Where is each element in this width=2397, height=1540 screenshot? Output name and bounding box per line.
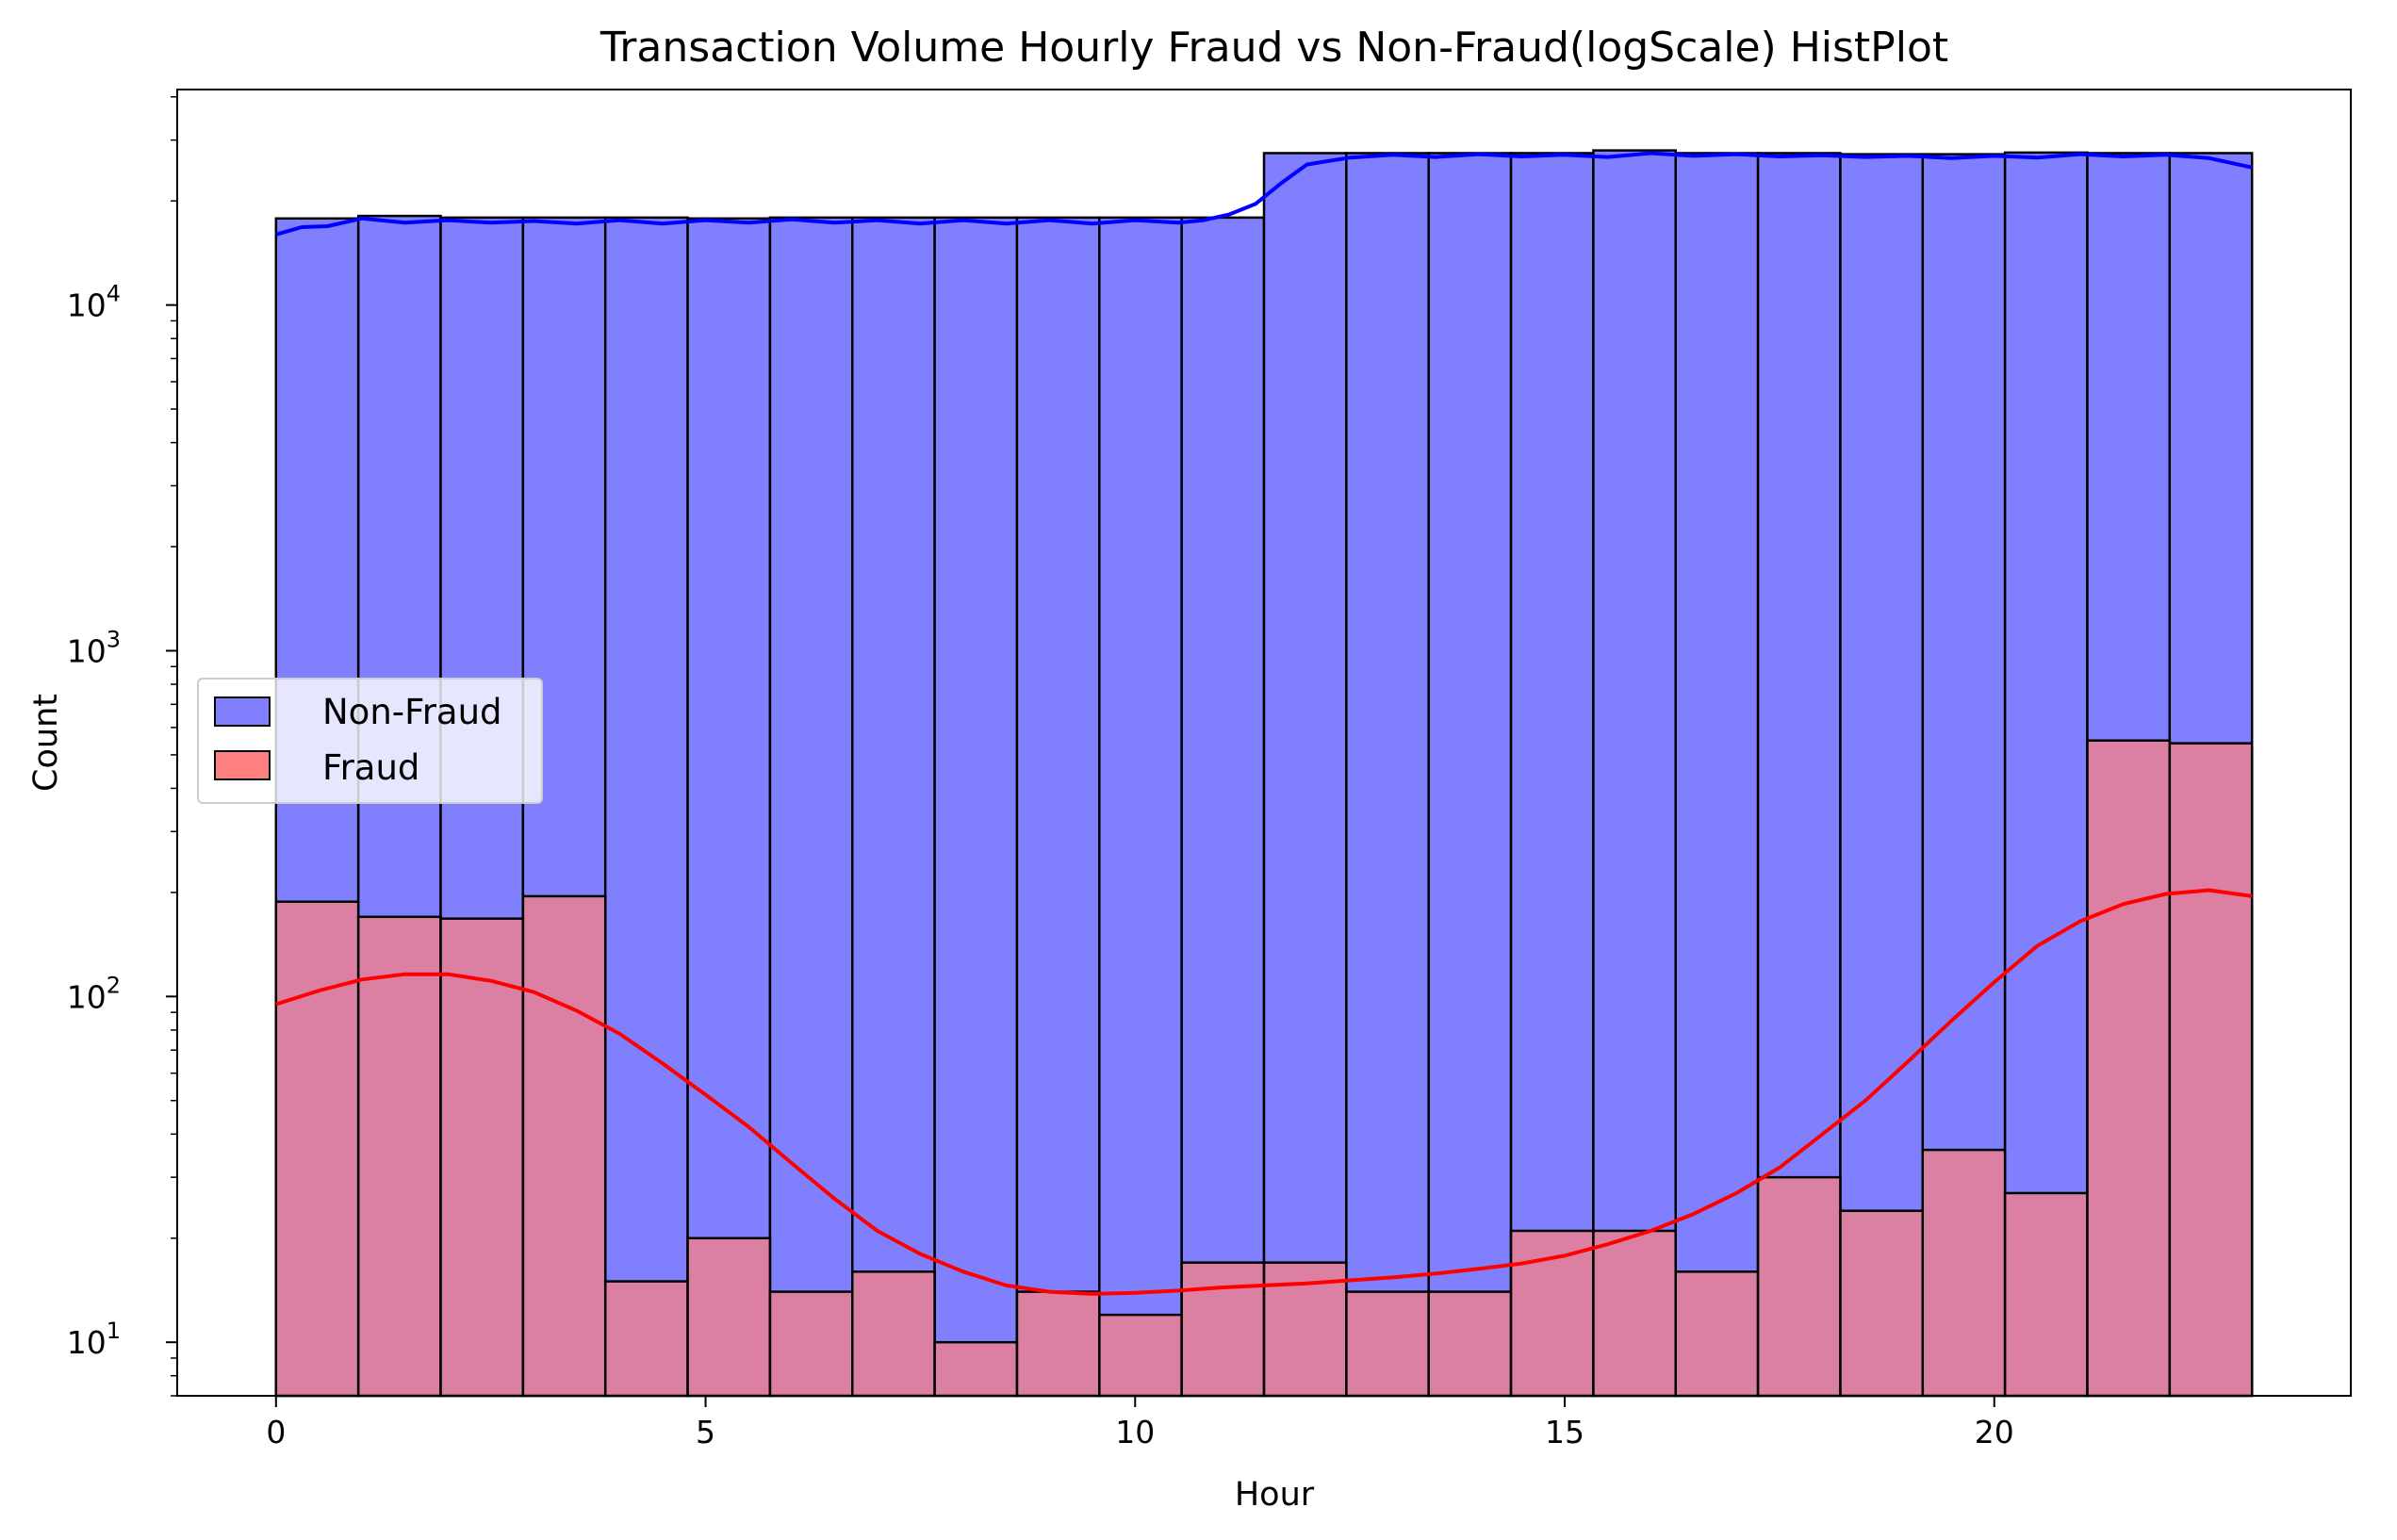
- fraud-bar-15: [1509, 1229, 1595, 1398]
- fraud-bar-2: [439, 917, 525, 1398]
- fraud-bar-20: [1921, 1148, 2007, 1398]
- fraud-bars: [274, 739, 2254, 1398]
- fraud-bar-1: [356, 915, 442, 1398]
- fraud-bar-8: [933, 1340, 1019, 1398]
- fraud-bar-4: [603, 1280, 689, 1398]
- x-tick-label: 0: [266, 1414, 286, 1450]
- non-fraud-bar-14: [1427, 152, 1513, 1398]
- fraud-kde-line: [275, 888, 2253, 1296]
- fraud-bar-11: [1180, 1261, 1266, 1398]
- fraud-bar-0: [274, 900, 360, 1398]
- axes-frame: [176, 89, 2352, 1397]
- fraud-bar-3: [521, 894, 607, 1398]
- fraud-bar-18: [1756, 1175, 1842, 1398]
- y-tick-label: 102: [67, 972, 121, 1015]
- x-tick-label: 20: [1975, 1414, 2014, 1450]
- non-fraud-bar-7: [851, 216, 936, 1398]
- fraud-bar-22: [2086, 739, 2172, 1398]
- x-tick-label: 5: [696, 1414, 715, 1450]
- non-fraud-bar-21: [2003, 151, 2089, 1398]
- fraud-bar-9: [1015, 1290, 1101, 1398]
- non-fraud-bar-8: [933, 216, 1019, 1398]
- y-tick-label: 104: [67, 281, 121, 324]
- non-fraud-bar-6: [768, 216, 854, 1398]
- y-axis-label: Count: [27, 694, 65, 792]
- fraud-bar-5: [686, 1237, 772, 1398]
- fraud-bar-10: [1098, 1313, 1183, 1398]
- fraud-bar-13: [1345, 1290, 1430, 1398]
- legend-label-non-fraud: Non-Fraud: [322, 692, 502, 732]
- fraud-bar-19: [1839, 1209, 1925, 1398]
- legend-label-fraud: Fraud: [322, 747, 419, 788]
- non-fraud-bar-16: [1592, 149, 1677, 1398]
- non-fraud-bar-17: [1674, 152, 1760, 1398]
- non-fraud-bar-15: [1509, 152, 1595, 1398]
- fraud-bar-17: [1674, 1270, 1760, 1398]
- non-fraud-bar-13: [1345, 152, 1430, 1398]
- non-fraud-bar-11: [1180, 216, 1266, 1398]
- non-fraud-bar-10: [1098, 216, 1183, 1398]
- x-axis: 0 5 10 15 20: [266, 1396, 2014, 1450]
- x-tick-label: 10: [1115, 1414, 1155, 1450]
- chart-title: Transaction Volume Hourly Fraud vs Non-F…: [599, 24, 1948, 72]
- x-axis-label: Hour: [1235, 1476, 1315, 1514]
- fraud-bar-7: [851, 1270, 936, 1398]
- non-fraud-bar-5: [686, 217, 772, 1398]
- legend-swatch-fraud: [214, 750, 271, 780]
- legend-swatch-non-fraud: [214, 696, 271, 727]
- legend-box: [197, 678, 543, 804]
- non-fraud-bar-19: [1839, 153, 1925, 1398]
- plot-area: [274, 149, 2254, 1398]
- fraud-bar-23: [2168, 742, 2254, 1398]
- kde-lines: [275, 151, 2253, 1296]
- non-fraud-kde-line: [275, 151, 2253, 237]
- non-fraud-bar-4: [603, 216, 689, 1398]
- x-tick-label: 15: [1545, 1414, 1584, 1450]
- non-fraud-bar-12: [1262, 152, 1348, 1398]
- fraud-bar-14: [1427, 1290, 1513, 1398]
- non-fraud-bar-9: [1015, 216, 1101, 1398]
- fraud-bar-6: [768, 1290, 854, 1398]
- legend: Non-Fraud Fraud: [197, 678, 543, 804]
- fraud-bar-21: [2003, 1191, 2089, 1398]
- fraud-bar-16: [1592, 1229, 1677, 1398]
